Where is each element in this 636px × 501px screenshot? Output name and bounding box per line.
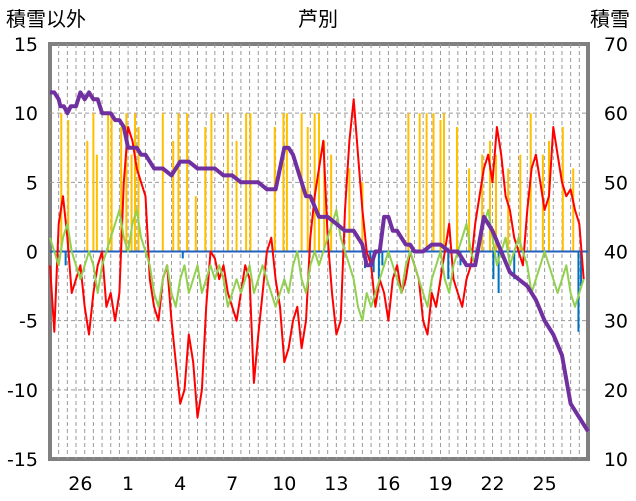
precipitation-bar <box>442 113 445 252</box>
precipitation-bar <box>432 113 435 252</box>
temp_max-line <box>49 98 585 419</box>
precipitation-bar <box>67 120 70 252</box>
precipitation-bar <box>137 127 140 252</box>
x-tick-label: 26 <box>68 473 92 495</box>
y-right-tick-label: 40 <box>604 242 628 264</box>
precipitation-bar <box>561 127 564 252</box>
snow_change-bar <box>497 251 500 293</box>
precipitation-bar <box>130 154 133 252</box>
x-tick-label: 19 <box>428 473 452 495</box>
precipitation-bar <box>481 154 484 252</box>
y-right-tick-label: 30 <box>604 311 628 333</box>
precipitation-bar <box>161 113 164 252</box>
precipitation-bar <box>60 113 63 252</box>
y-left-axis-label: 積雪以外 <box>6 7 86 31</box>
y-right-tick-label: 10 <box>604 449 628 471</box>
precipitation-bar <box>194 196 197 252</box>
precipitation-bar <box>425 113 428 252</box>
precipitation-bar <box>210 113 213 252</box>
precipitation-bar <box>306 127 309 252</box>
snow_change-bar <box>447 251 450 280</box>
precipitation-bar <box>110 113 113 252</box>
snow_change-bar <box>64 251 67 266</box>
precipitation-bar <box>418 113 421 252</box>
precipitation-bar <box>177 113 180 252</box>
precipitation-bar <box>125 113 128 252</box>
precipitation-bar <box>519 154 522 252</box>
snow_change-bar <box>181 251 184 259</box>
y-right-axis-label: 積雪 <box>590 7 630 31</box>
line-series <box>49 90 590 433</box>
precipitation-bar <box>86 140 89 252</box>
precipitation-bar <box>318 113 320 252</box>
precipitation-bar <box>285 113 288 252</box>
precipitation-bar <box>455 127 458 252</box>
precipitation-bar <box>488 140 491 252</box>
snow_change-bar <box>492 251 495 280</box>
precipitation-bar <box>120 127 123 252</box>
snow_change-bar <box>369 251 372 266</box>
x-tick-label: 7 <box>226 473 238 495</box>
y-right-tick-label: 50 <box>604 172 628 194</box>
precipitation-bar <box>572 168 575 252</box>
precipitation-bar <box>323 140 326 252</box>
precipitation-bar <box>172 140 175 252</box>
temp_mean-line <box>49 209 585 322</box>
precipitation-bar <box>282 113 285 252</box>
precipitation-bar <box>186 113 189 252</box>
y-right-tick-label: 20 <box>604 380 628 402</box>
y-right-tick-label: 60 <box>604 103 628 125</box>
precipitation-bar <box>348 168 351 252</box>
y-left-tick-label: -10 <box>7 380 38 402</box>
y-left-tick-label: 15 <box>14 34 38 56</box>
x-tick-label: 16 <box>376 473 400 495</box>
precipitation-bar <box>507 168 510 252</box>
precipitation-bar <box>439 120 442 252</box>
snow_change-bar <box>580 251 583 287</box>
snow_change-bar <box>577 251 580 332</box>
precipitation-bar <box>95 154 98 252</box>
snow_change-bar <box>513 251 516 280</box>
y-left-tick-label: -15 <box>7 449 38 471</box>
precipitation-bar <box>204 127 207 252</box>
x-tick-label: 10 <box>272 473 296 495</box>
precipitation-bar <box>134 113 137 252</box>
precipitation-bar <box>226 113 229 252</box>
y-right-tick-label: 70 <box>604 34 628 56</box>
precipitation-bar <box>468 168 471 252</box>
x-tick-label: 4 <box>174 473 186 495</box>
snow_depth-line <box>50 90 590 433</box>
precipitation-bar <box>235 140 238 252</box>
y-left-tick-label: 5 <box>26 172 38 194</box>
y-left-tick-label: 10 <box>14 103 38 125</box>
precipitation-bar <box>495 154 498 252</box>
y-left-tick-label: -5 <box>19 311 38 333</box>
precipitation-bar <box>330 154 333 252</box>
y-left-tick-label: 0 <box>26 242 38 264</box>
x-tick-label: 13 <box>324 473 348 495</box>
precipitation-bar <box>107 113 110 252</box>
x-tick-label: 1 <box>122 473 134 495</box>
precipitation-bar <box>92 113 95 252</box>
x-tick-label: 22 <box>480 473 504 495</box>
chart-title: 芦別 <box>298 7 338 31</box>
precipitation-bar <box>313 113 316 252</box>
snow_change-bar <box>381 251 384 266</box>
x-tick-label: 25 <box>533 473 557 495</box>
precipitation-bar <box>407 113 410 252</box>
snow_change-bar <box>377 251 380 280</box>
